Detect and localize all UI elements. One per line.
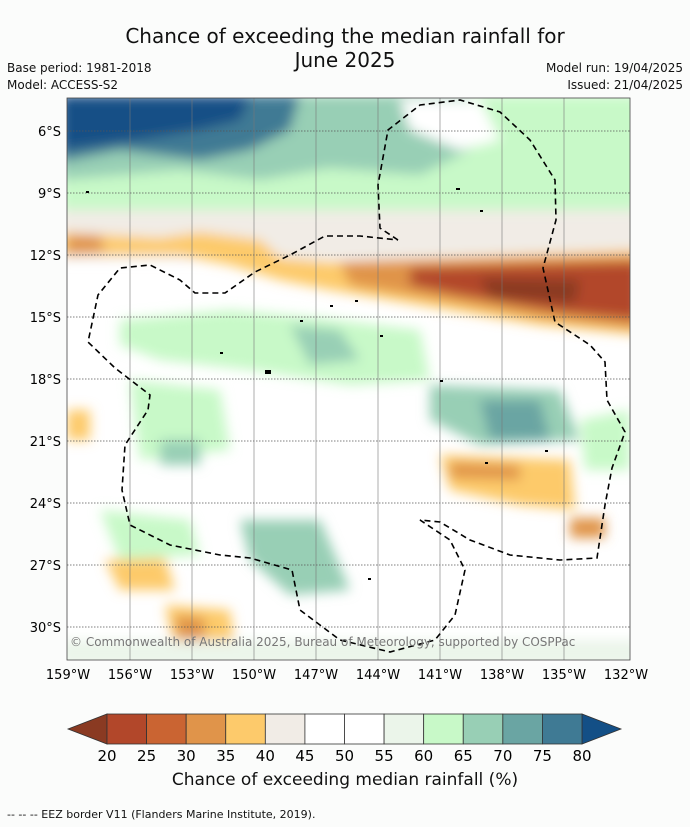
colorbar-segment	[542, 713, 583, 745]
lon-tick-label: 159°W	[46, 668, 90, 683]
lon-tick-label: 135°W	[542, 668, 586, 683]
lon-tick-label: 153°W	[170, 668, 214, 683]
island	[220, 352, 223, 354]
colorbar-tick-label: 65	[454, 747, 473, 765]
map-title: Chance of exceeding the median rainfall …	[0, 24, 690, 72]
colorbar-segment	[304, 713, 345, 745]
colorbar-segment	[344, 713, 385, 745]
issued-date: Issued: 21/04/2025	[567, 78, 683, 92]
field-dry-west	[67, 235, 105, 255]
field-south-orange	[175, 615, 205, 640]
colorbar-segment	[383, 713, 425, 745]
island	[355, 300, 358, 302]
field-south-edge	[67, 640, 630, 660]
base-period: Base period: 1981-2018	[7, 61, 152, 75]
field-sw-dry	[105, 558, 175, 590]
lon-tick-label: 156°W	[108, 668, 152, 683]
island	[545, 450, 548, 452]
island	[380, 335, 383, 337]
colorbar-ticks: 20 25 30 35 40 45 50 55 60 65 70 75 80	[97, 747, 591, 765]
lat-tick-label: 15°S	[30, 311, 61, 326]
title-line-2: June 2025	[294, 48, 396, 72]
field-central-teal	[290, 325, 360, 365]
field-north-white	[400, 100, 500, 150]
lat-tick-label: 12°S	[30, 249, 61, 264]
colorbar-segment	[264, 713, 306, 745]
field-south-teal	[240, 520, 350, 595]
island	[480, 210, 483, 212]
colorbar-tick-label: 35	[216, 747, 235, 765]
island	[368, 578, 371, 580]
field-north-dark-blue	[67, 98, 249, 150]
colorbar-segment	[106, 713, 147, 745]
field-east-dry-spot	[570, 518, 605, 538]
field-west-dry-spot	[67, 410, 90, 440]
lon-tick-label: 150°W	[232, 668, 276, 683]
model-name: Model: ACCESS-S2	[7, 78, 119, 92]
colorbar-tick-label: 20	[97, 747, 116, 765]
colorbar-low-extend	[66, 713, 108, 745]
colorbar-tick-label: 40	[256, 747, 275, 765]
island	[330, 305, 333, 307]
colorbar-tick-label: 50	[335, 747, 354, 765]
colorbar-tick-label: 55	[375, 747, 394, 765]
colorbar-segment	[225, 713, 266, 745]
colorbar-segment	[146, 713, 187, 745]
lat-tick-label: 30°S	[30, 621, 61, 636]
lat-axis: 6°S 9°S 12°S 15°S 18°S 21°S 24°S 27°S 30°S	[30, 125, 61, 636]
lon-tick-label: 147°W	[294, 668, 338, 683]
gridlines	[67, 130, 630, 628]
island	[456, 188, 460, 190]
lon-tick-label: 132°W	[604, 668, 648, 683]
eez-legend: -- -- -- EEZ border V11 (Flanders Marine…	[7, 808, 316, 821]
colorbar-segment	[185, 713, 227, 745]
colorbar-tick-label: 60	[414, 747, 433, 765]
lat-tick-label: 21°S	[30, 435, 61, 450]
island	[86, 191, 89, 193]
meta-left: Base period: 1981-2018 Model: ACCESS-S2	[7, 60, 152, 94]
colorbar-segment	[502, 713, 543, 745]
colorbar-segments	[106, 713, 583, 745]
lon-tick-label: 138°W	[480, 668, 524, 683]
colorbar-tick-label: 25	[137, 747, 156, 765]
field-central-green	[120, 310, 430, 385]
colorbar: 20 25 30 35 40 45 50 55 60 65 70 75 80	[66, 713, 623, 765]
field-dry-darkred	[480, 278, 580, 303]
colorbar-segment	[423, 713, 464, 745]
field-west-green	[130, 380, 230, 460]
island	[485, 462, 488, 464]
field-west-teal	[160, 440, 200, 465]
lat-tick-label: 24°S	[30, 497, 61, 512]
lat-tick-label: 18°S	[30, 373, 61, 388]
colorbar-tick-label: 70	[493, 747, 512, 765]
island	[440, 380, 443, 382]
island	[265, 370, 271, 374]
title-line-1: Chance of exceeding the median rainfall …	[125, 24, 565, 48]
colorbar-tick-label: 75	[533, 747, 552, 765]
colorbar-segment	[462, 713, 504, 745]
lat-tick-label: 6°S	[38, 125, 61, 140]
field-east-darkteal	[480, 400, 550, 440]
colorbar-tick-label: 30	[177, 747, 196, 765]
lon-tick-label: 141°W	[418, 668, 462, 683]
colorbar-tick-label: 80	[572, 747, 591, 765]
map-copyright: © Commonwealth of Australia 2025, Bureau…	[70, 635, 575, 649]
colorbar-high-extend	[581, 713, 623, 745]
lat-tick-label: 9°S	[38, 187, 61, 202]
island	[300, 320, 303, 322]
field-southeast-orange	[450, 462, 520, 480]
meta-right: Model run: 19/04/2025 Issued: 21/04/2025	[546, 60, 683, 94]
plot-frame	[66, 97, 631, 661]
islands	[86, 188, 548, 580]
lat-tick-label: 27°S	[30, 559, 61, 574]
lon-axis: 159°W 156°W 153°W 150°W 147°W 144°W 141°W 138°W…	[46, 668, 648, 683]
map-plot-area: © Commonwealth of Australia 2025, Bureau…	[67, 98, 630, 660]
model-run: Model run: 19/04/2025	[545, 61, 683, 75]
colorbar-tick-label: 45	[295, 747, 314, 765]
lon-tick-label: 144°W	[356, 668, 400, 683]
rainfall-fields	[67, 98, 630, 660]
colorbar-label: Chance of exceeding median rainfall (%)	[171, 770, 519, 790]
